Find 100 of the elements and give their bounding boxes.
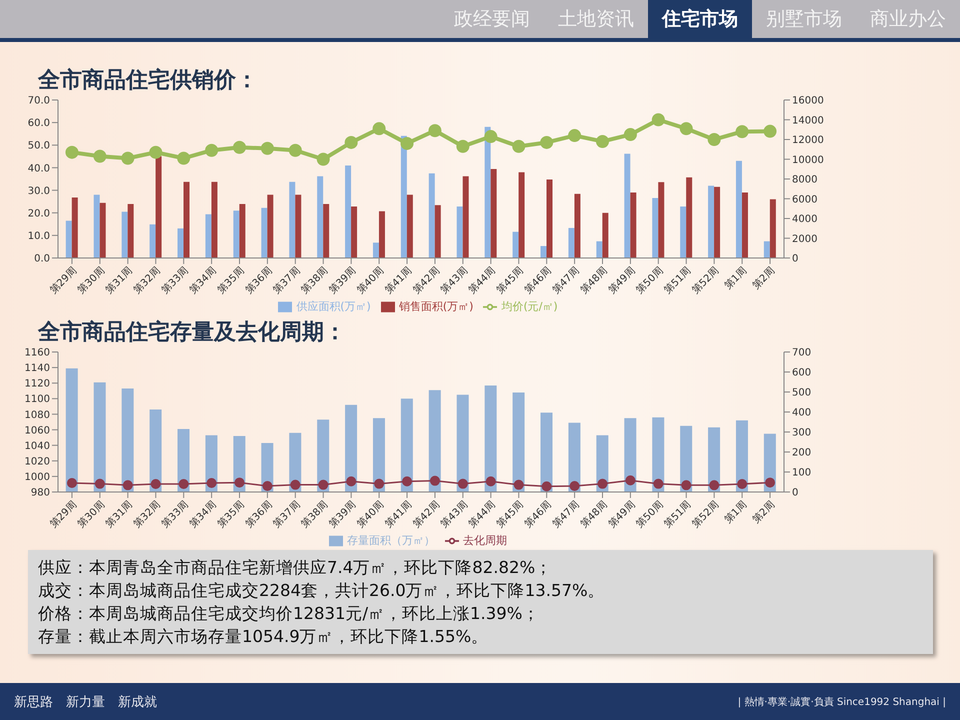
text: 新思路 新力量 新成就 bbox=[14, 694, 157, 710]
bar bbox=[770, 199, 776, 258]
x-tick-label: 第1周 bbox=[722, 498, 750, 526]
bar bbox=[295, 194, 302, 258]
bar bbox=[484, 126, 491, 258]
bar bbox=[736, 160, 742, 258]
bar bbox=[456, 206, 463, 258]
bar bbox=[630, 192, 636, 258]
bar bbox=[150, 224, 156, 258]
text: 供应：本周青岛全市商品住宅新增供应7.4万㎡，环比下降82.82%； bbox=[38, 557, 554, 579]
y-tick-label: 70.0 bbox=[28, 96, 50, 107]
y2-tick-label: 600 bbox=[792, 368, 812, 379]
y2-tick-label: 100 bbox=[792, 468, 812, 479]
legend-label: 均价(元/㎡) bbox=[501, 300, 558, 313]
y2-tick-label: 6000 bbox=[792, 194, 818, 206]
y2-tick-label: 16000 bbox=[792, 96, 824, 107]
bar bbox=[345, 165, 352, 258]
point bbox=[652, 113, 665, 126]
bar bbox=[714, 186, 720, 258]
point bbox=[233, 140, 246, 154]
bar bbox=[490, 169, 497, 258]
text: 住宅市场 bbox=[648, 0, 752, 38]
y2-tick-label: 14000 bbox=[792, 115, 824, 126]
bar bbox=[742, 192, 748, 258]
y2-tick-label: 2000 bbox=[792, 234, 818, 245]
bar bbox=[372, 242, 379, 258]
bar bbox=[184, 182, 190, 258]
y-tick-label: 20.0 bbox=[28, 208, 50, 220]
y-tick-label: 30.0 bbox=[28, 186, 50, 197]
bar bbox=[428, 173, 435, 258]
point bbox=[400, 136, 414, 150]
point bbox=[372, 122, 386, 136]
point bbox=[624, 128, 637, 142]
bar bbox=[602, 212, 608, 258]
y2-tick-label: 500 bbox=[792, 388, 812, 399]
text: 政经要闻 bbox=[453, 7, 531, 32]
text: 土地资讯 bbox=[557, 7, 635, 32]
text: 商业办公 bbox=[869, 7, 947, 32]
bar bbox=[261, 208, 268, 258]
point bbox=[596, 134, 609, 148]
x-tick-label: 第2周 bbox=[750, 264, 778, 292]
bar bbox=[512, 232, 519, 258]
bar bbox=[94, 194, 100, 258]
x-tick-label: 第1周 bbox=[722, 264, 750, 292]
bar bbox=[462, 176, 469, 258]
bar bbox=[434, 205, 441, 258]
y-tick-label: 1000 bbox=[24, 472, 50, 483]
bar bbox=[72, 198, 78, 258]
legend-label: 供应面积(万㎡) bbox=[296, 300, 371, 313]
bar bbox=[289, 182, 296, 258]
bar bbox=[652, 198, 658, 258]
bar bbox=[400, 136, 407, 258]
bar bbox=[596, 241, 602, 258]
text: 价格：本周岛城商品住宅成交均价12831元/㎡，环比上涨1.39%； bbox=[38, 603, 540, 625]
y2-tick-label: 200 bbox=[792, 448, 812, 459]
bar bbox=[574, 194, 580, 258]
point bbox=[288, 144, 302, 157]
y-tick-label: 1020 bbox=[24, 456, 50, 468]
point bbox=[316, 152, 330, 166]
point bbox=[121, 152, 134, 165]
point bbox=[484, 130, 498, 144]
bar bbox=[211, 182, 218, 258]
y-tick-label: 1040 bbox=[24, 440, 50, 452]
bar bbox=[540, 246, 547, 258]
x-tick-label: 第52周 bbox=[690, 498, 722, 530]
legend-label: 销售面积(万㎡) bbox=[398, 300, 474, 313]
x-tick-label: 第2周 bbox=[750, 498, 778, 526]
y-tick-label: 1060 bbox=[24, 425, 50, 436]
point bbox=[764, 124, 777, 138]
bar bbox=[178, 228, 184, 258]
y2-tick-label: 400 bbox=[792, 408, 812, 419]
y2-tick-label: 700 bbox=[792, 348, 812, 359]
bar bbox=[708, 186, 714, 258]
bar bbox=[658, 182, 664, 258]
y2-tick-label: 8000 bbox=[792, 174, 818, 186]
text: 成交：本周岛城商品住宅成交2284套，共计26.0万㎡，环比下降13.57%。 bbox=[38, 580, 606, 602]
y-tick-label: 1100 bbox=[24, 394, 50, 406]
point bbox=[177, 152, 190, 165]
y-tick-label: 1120 bbox=[24, 378, 50, 390]
point bbox=[680, 122, 693, 136]
point bbox=[93, 150, 106, 163]
bar bbox=[66, 220, 72, 258]
bar bbox=[323, 204, 330, 258]
y-tick-label: 1080 bbox=[24, 410, 50, 421]
y-tick-label: 40.0 bbox=[28, 163, 50, 174]
bar bbox=[100, 202, 106, 258]
bar bbox=[351, 206, 358, 258]
bar bbox=[233, 210, 240, 258]
bar bbox=[205, 214, 212, 258]
text: 存量：截止本周六市场存量1054.9万㎡，环比下降1.55%。 bbox=[38, 626, 490, 648]
point bbox=[149, 146, 162, 159]
bar bbox=[680, 206, 686, 258]
point bbox=[205, 144, 218, 157]
x-tick-label: 第52周 bbox=[690, 264, 722, 296]
text: 别墅市场 bbox=[765, 7, 843, 32]
point bbox=[736, 125, 749, 138]
y2-tick-label: 0 bbox=[792, 488, 798, 499]
y-tick-label: 10.0 bbox=[28, 230, 50, 242]
chart-title: 全市商品住宅存量及去化周期： bbox=[38, 318, 347, 346]
bar bbox=[624, 154, 630, 258]
